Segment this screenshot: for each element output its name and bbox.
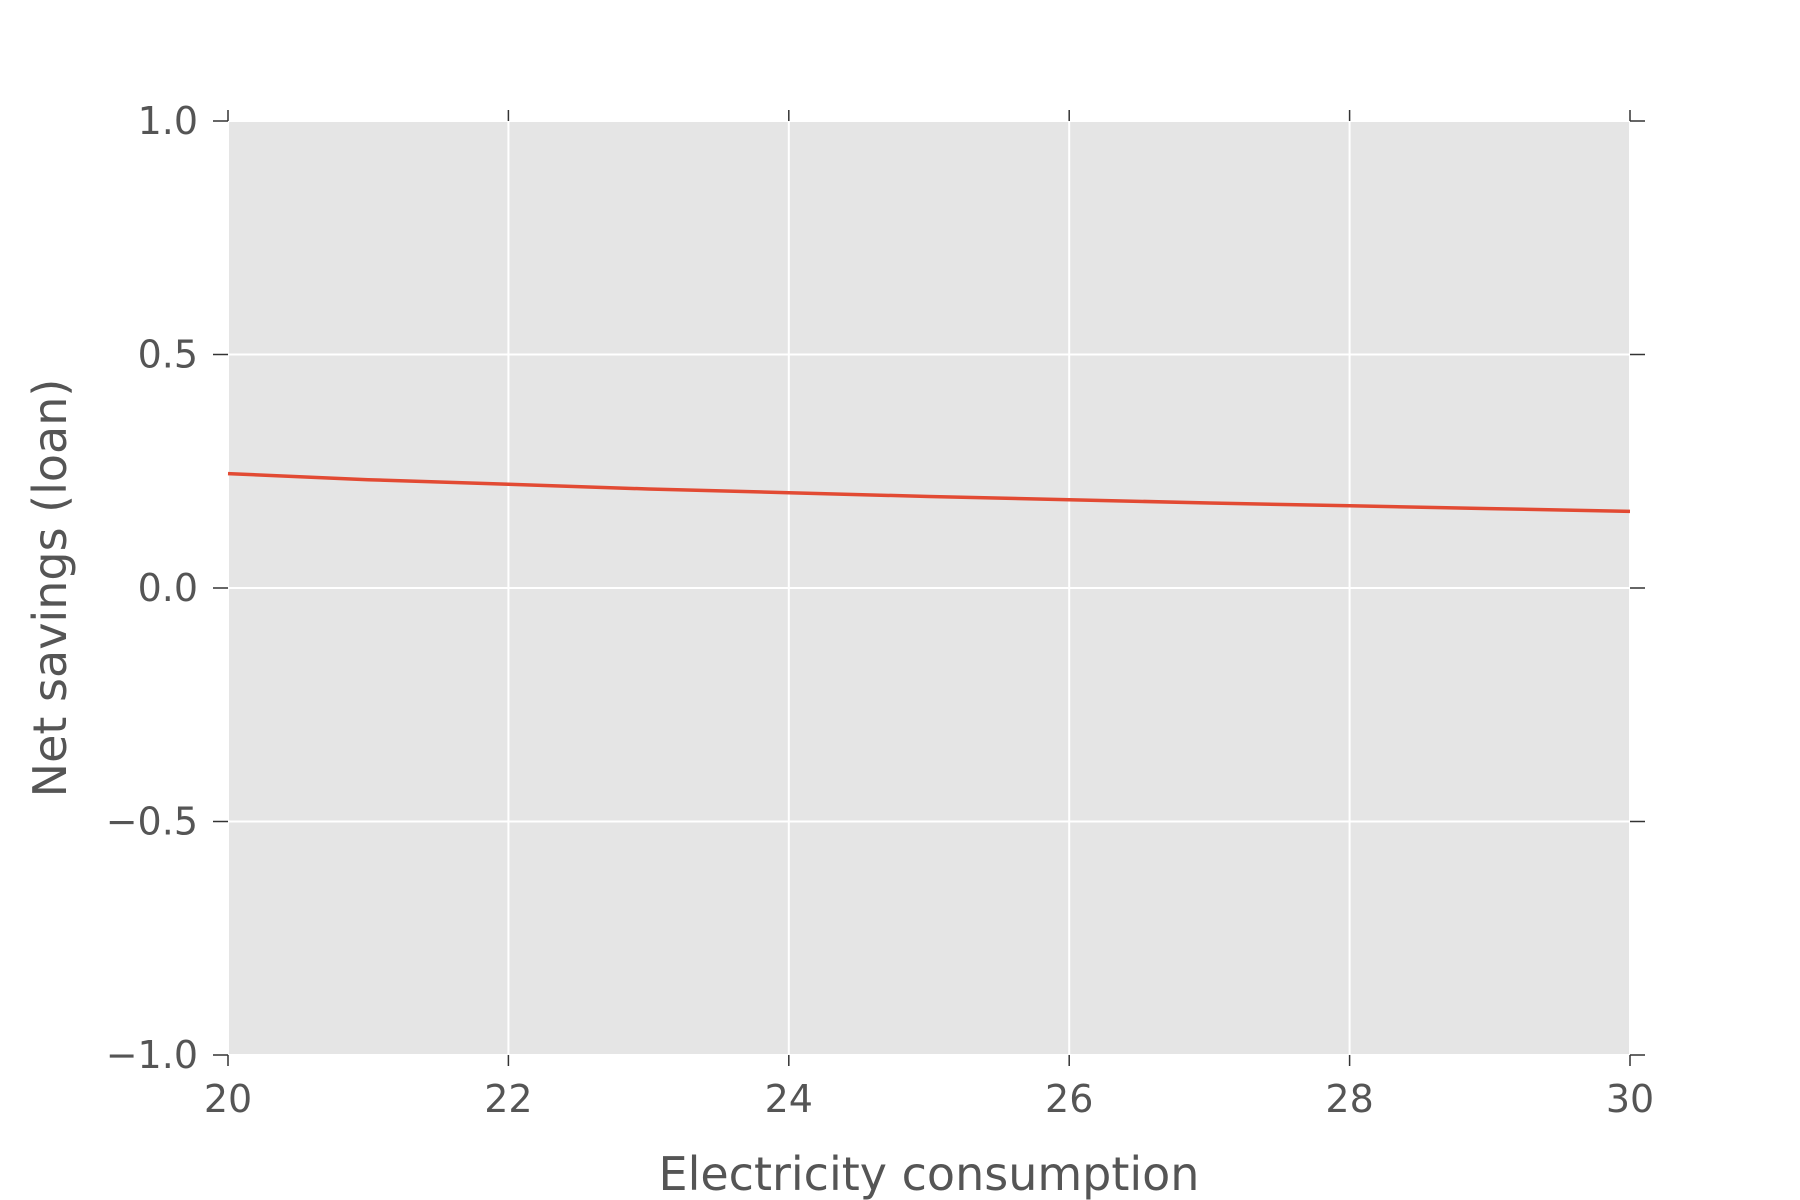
series-group xyxy=(227,471,1631,514)
y-tick-label: 0.0 xyxy=(138,566,198,610)
x-tick-label: 22 xyxy=(484,1077,532,1121)
x-tick-label: 26 xyxy=(1045,1077,1093,1121)
y-tick-label: −0.5 xyxy=(106,800,198,844)
y-tick-label: 0.5 xyxy=(138,333,198,377)
y-tick-label: 1.0 xyxy=(138,99,198,143)
grid-lines xyxy=(227,120,1631,1056)
x-tick-label: 20 xyxy=(204,1077,252,1121)
y-axis-title: Net savings (loan) xyxy=(23,379,77,798)
y-tick-label: −1.0 xyxy=(106,1033,198,1077)
y-tick-labels: −1.0 −0.5 0.0 0.5 1.0 xyxy=(106,99,198,1077)
x-tick-label: 30 xyxy=(1606,1077,1654,1121)
x-axis-title: Electricity consumption xyxy=(659,1147,1200,1200)
series-line xyxy=(227,471,1631,514)
x-tick-label: 28 xyxy=(1325,1077,1373,1121)
tick-marks xyxy=(213,110,1645,1066)
x-tick-label: 24 xyxy=(765,1077,813,1121)
x-tick-labels: 20 22 24 26 28 30 xyxy=(204,1077,1654,1121)
